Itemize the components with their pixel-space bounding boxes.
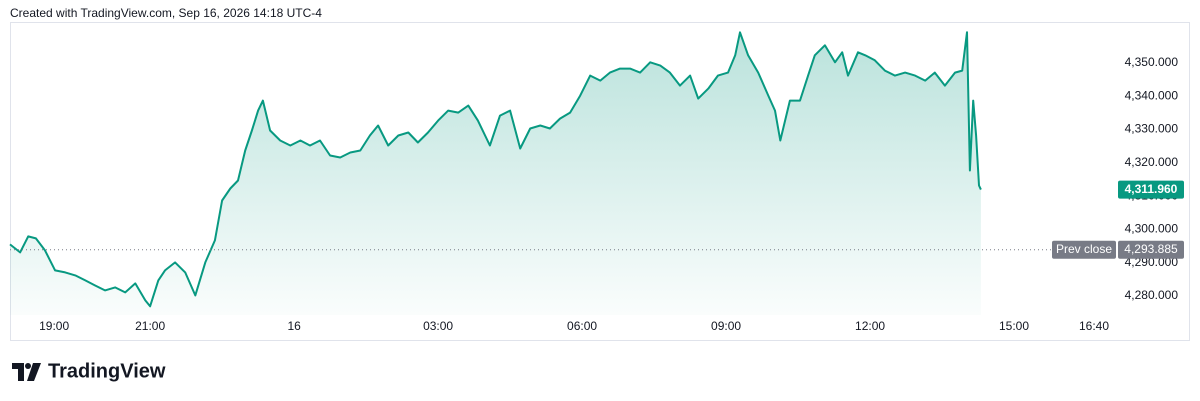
area — [10, 32, 981, 316]
last-price-badge — [1118, 180, 1184, 199]
x-tick-label: 16 — [287, 319, 301, 333]
y-tick-label: 4,350.000 — [1125, 55, 1179, 69]
logo: TradingView — [12, 360, 166, 382]
x-tick-label: 16:40 — [1079, 319, 1109, 333]
y-tick-label: 4,340.000 — [1125, 88, 1179, 102]
prev-close-label: Prev close — [1056, 242, 1112, 256]
brand: TradingView — [48, 360, 166, 382]
x-tick-label: 06:00 — [567, 319, 597, 333]
y-tick-label: 4,300.000 — [1125, 222, 1179, 236]
x-tick-label: 19:00 — [39, 319, 69, 333]
header: Created with TradingView.com, Sep 16, 20… — [10, 6, 322, 20]
line — [9, 31, 982, 308]
y-tick-label: 4,280.000 — [1125, 288, 1179, 302]
frame — [10, 22, 1190, 341]
prev-close-value: 4,293.885 — [1124, 242, 1178, 256]
x-tick-label: 21:00 — [135, 319, 165, 333]
prev-close-badge — [1052, 240, 1116, 259]
prev-close-value-badge — [1118, 240, 1184, 259]
x-tick-label: 15:00 — [999, 319, 1029, 333]
y-tick-label: 4,320.000 — [1125, 155, 1179, 169]
x-tick-label: 09:00 — [711, 319, 741, 333]
last-price-label: 4,311.960 — [1125, 182, 1178, 196]
y-tick-label: 4,330.000 — [1125, 122, 1179, 136]
x-tick-label: 03:00 — [423, 319, 453, 333]
x-tick-label: 12:00 — [855, 319, 885, 333]
